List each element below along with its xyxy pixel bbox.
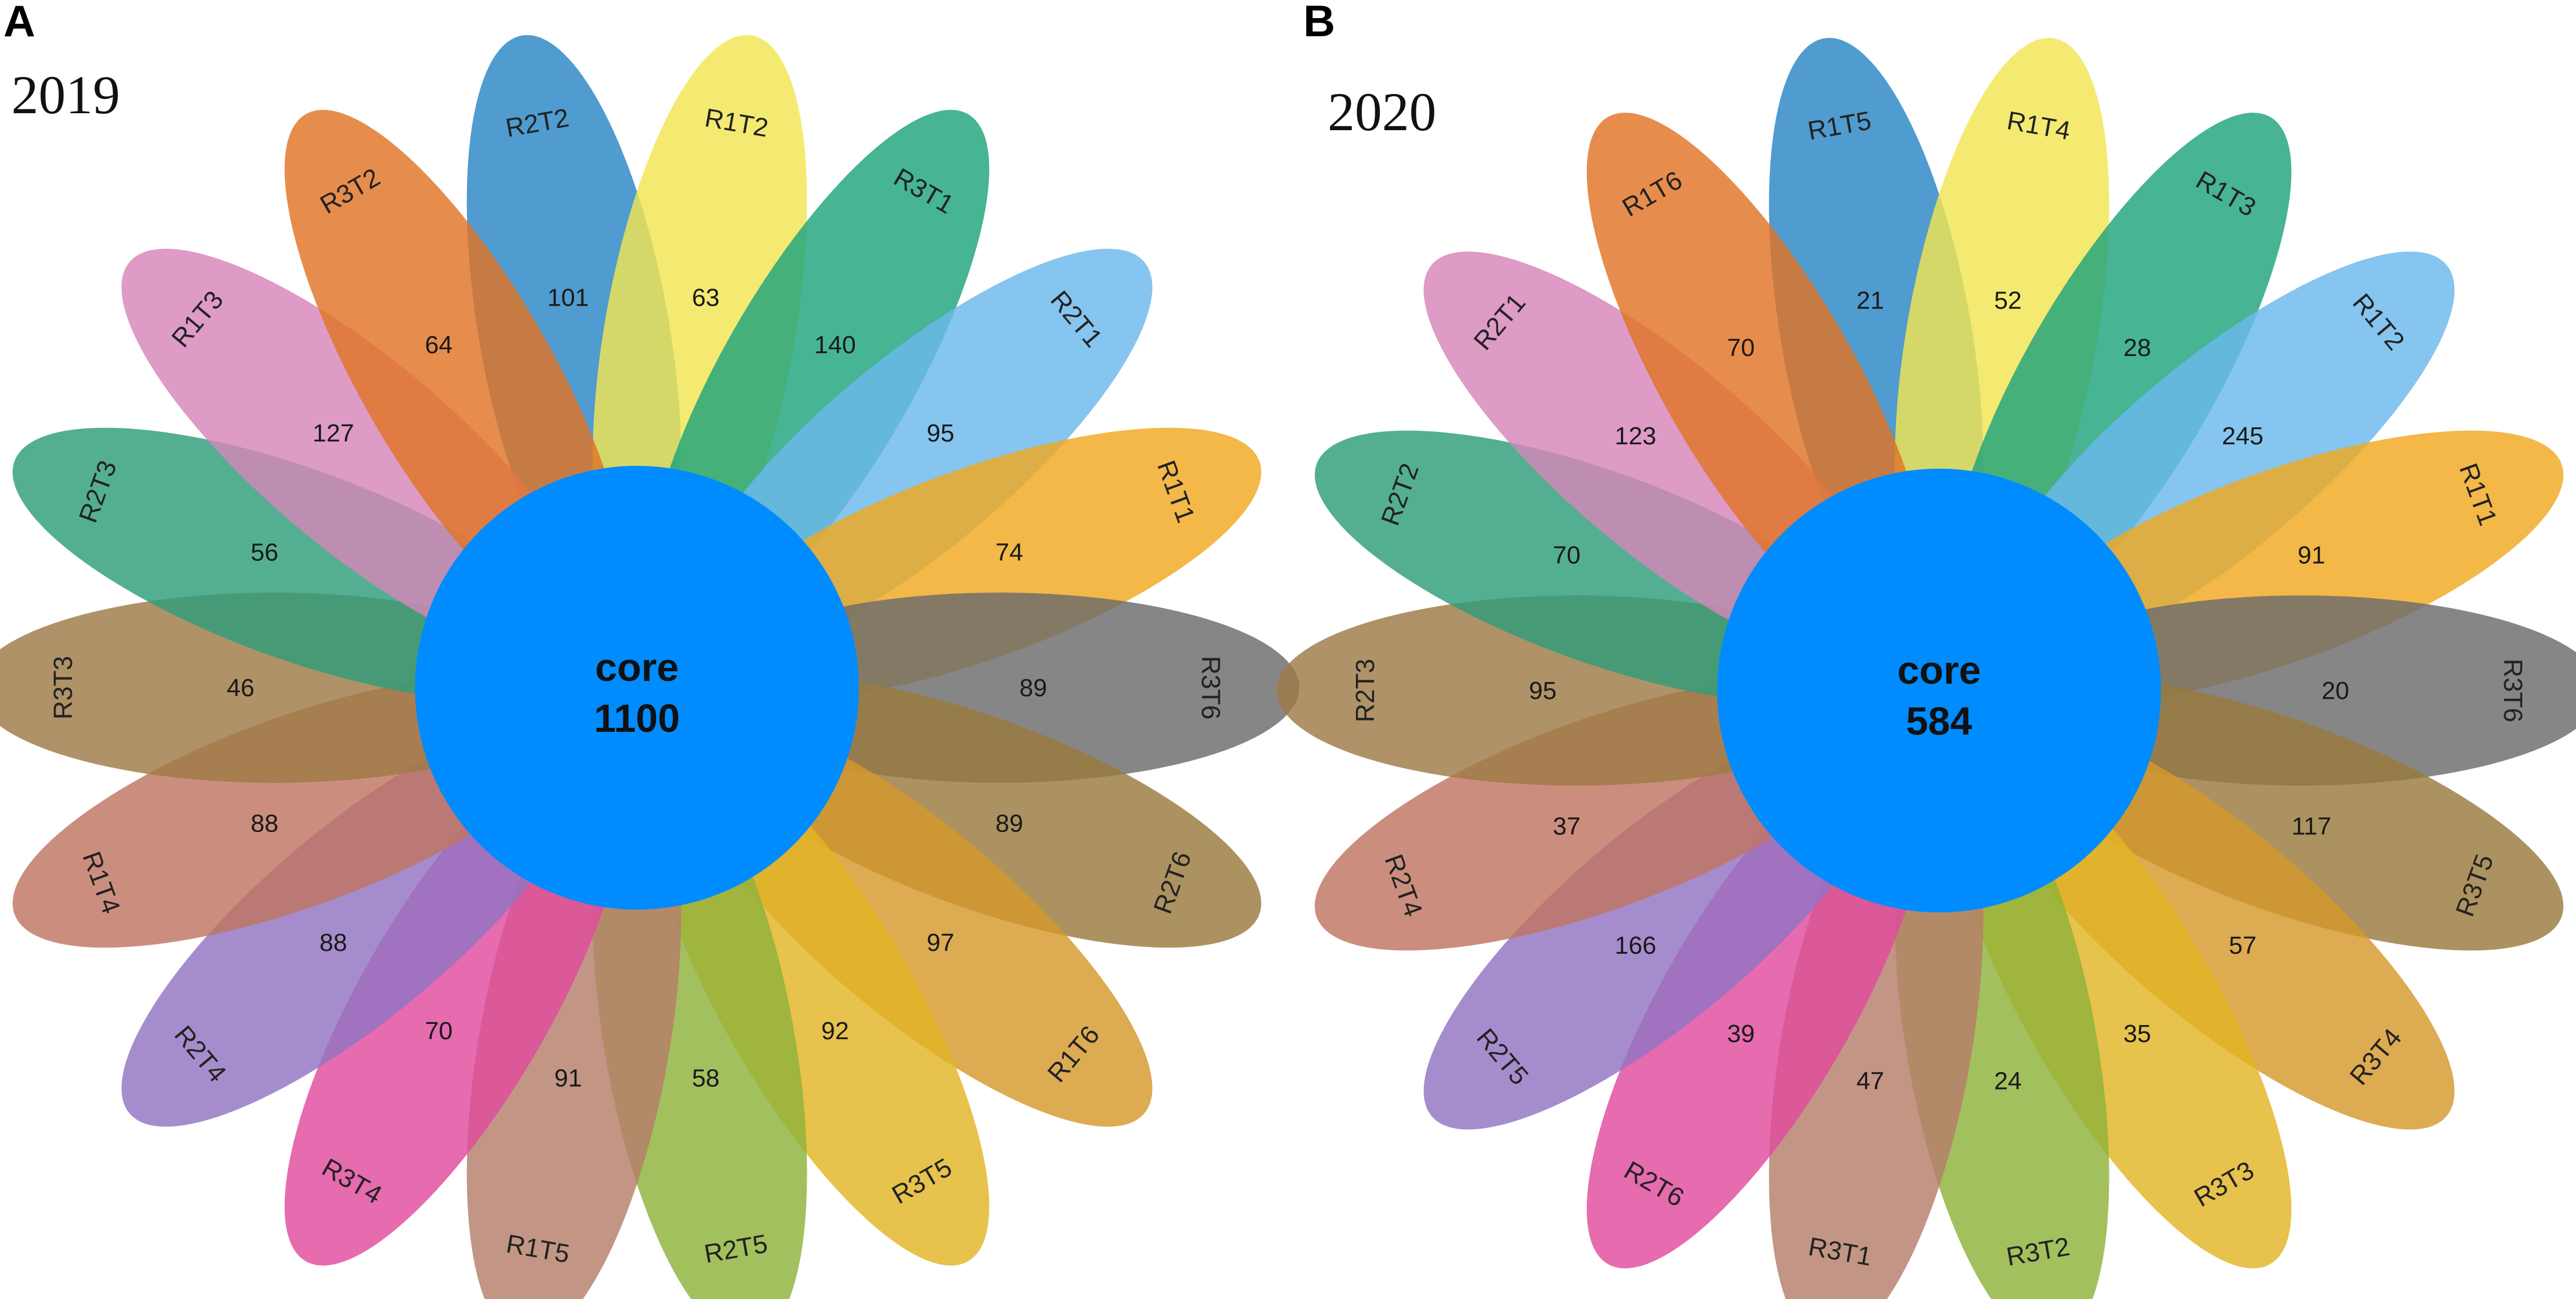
petal-value-r2t1: 95 [927, 419, 955, 447]
core-value-2019: 1100 [594, 696, 680, 740]
panel-letter-a: A [3, 0, 35, 46]
petal-value-r3t1: 140 [814, 331, 855, 359]
petal-label-r2t3: R2T3 [1350, 659, 1380, 722]
petal-value-r1t5: 21 [1856, 287, 1884, 315]
petal-value-r3t6: 89 [1020, 674, 1047, 702]
petal-value-r1t6: 97 [927, 929, 955, 957]
petal-value-r2t3: 56 [251, 539, 279, 567]
petal-value-r2t2: 70 [1553, 542, 1581, 569]
petal-value-r3t1: 47 [1856, 1067, 1884, 1095]
core-circle-2020 [1717, 469, 2161, 912]
petal-value-r1t1: 91 [2297, 542, 2325, 569]
petal-values-2020: 21 52 28 245 91 20 117 57 35 24 47 39 166 37 95 70 123 70 [1529, 287, 2350, 1095]
petal-value-r3t2: 64 [425, 331, 453, 359]
petal-value-r2t1: 123 [1615, 422, 1656, 450]
petal-value-r1t4: 52 [1994, 287, 2022, 315]
panel-b: B 2020 21 52 28 245 91 20 117 57 35 24 47 39 166 37 95… [1277, 0, 2576, 1299]
petal-value-r3t5: 92 [821, 1017, 849, 1045]
petal-value-r1t3: 28 [2124, 334, 2151, 362]
petal-value-r1t1: 74 [995, 539, 1023, 567]
petal-value-r3t6: 20 [2322, 677, 2350, 705]
petal-value-r1t6: 70 [1727, 334, 1755, 362]
petal-value-r3t3: 46 [227, 674, 255, 702]
petal-value-r2t3: 95 [1529, 677, 1557, 705]
petal-label-r3t6: R3T6 [2498, 659, 2528, 722]
petal-value-r2t6: 39 [1727, 1020, 1755, 1048]
petal-value-r2t2: 101 [547, 284, 589, 312]
petal-value-r2t5: 58 [692, 1064, 720, 1092]
petal-label-r3t6: R3T6 [1196, 656, 1226, 719]
petal-value-r1t3: 127 [313, 419, 354, 447]
petal-value-r2t4: 37 [1553, 812, 1581, 840]
petal-value-r1t2: 63 [692, 284, 720, 312]
year-label-2019: 2019 [11, 65, 120, 125]
petal-value-r1t2: 245 [2222, 422, 2263, 450]
core-circle-2019 [415, 466, 859, 910]
petal-value-r2t6: 89 [995, 809, 1023, 837]
panel-a: A 2019 101 63 140 95 74 89 89 97 92 58 91 70 88 88 46 5… [0, 0, 1299, 1299]
petal-value-r1t4: 88 [251, 809, 279, 837]
petal-label-r3t3: R3T3 [48, 656, 78, 719]
panel-letter-b: B [1303, 0, 1335, 46]
petal-value-r3t2: 24 [1994, 1067, 2022, 1095]
core-label-2020: core [1897, 648, 1981, 692]
core-value-2020: 584 [1906, 699, 1972, 743]
petal-value-r1t5: 91 [554, 1064, 582, 1092]
petal-value-r3t4: 57 [2229, 932, 2257, 959]
petal-values-2019: 101 63 140 95 74 89 89 97 92 58 91 70 88 88 46 56 127 64 [227, 284, 1047, 1092]
petal-value-r2t4: 88 [319, 929, 347, 957]
petal-value-r2t5: 166 [1615, 932, 1656, 959]
year-label-2020: 2020 [1328, 82, 1436, 142]
petal-value-r3t3: 35 [2124, 1020, 2151, 1048]
core-label-2019: core [595, 645, 679, 689]
petal-value-r3t5: 117 [2292, 812, 2331, 840]
petal-value-r3t4: 70 [425, 1017, 453, 1045]
